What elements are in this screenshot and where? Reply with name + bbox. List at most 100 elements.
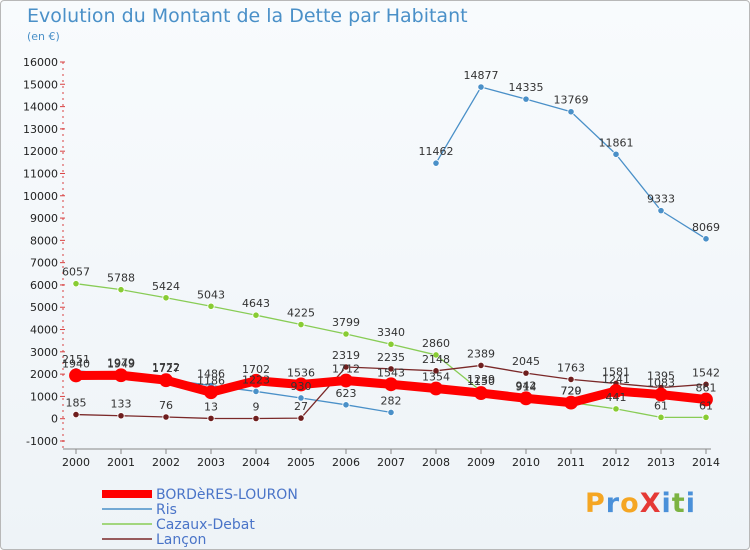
x-tick-label: 2011 (557, 456, 585, 469)
y-tick-label: 11000 (23, 167, 58, 180)
data-label-ris: 282 (381, 394, 402, 407)
data-label-ris: 8069 (692, 221, 720, 234)
data-label-bord-res-louron: 1712 (332, 363, 360, 376)
data-point-ris (657, 207, 665, 215)
data-point-lan-on (162, 413, 170, 421)
data-label-ris: 1223 (242, 373, 270, 386)
x-tick-label: 2002 (152, 456, 180, 469)
y-tick-label: 5000 (30, 301, 58, 314)
data-label-lan-on: 76 (159, 399, 173, 412)
data-label-cazaux-debat: 441 (606, 391, 627, 404)
data-label-bord-res-louron: 1354 (422, 371, 450, 384)
data-point-bord-res-louron (384, 377, 398, 392)
data-point-lan-on (702, 380, 710, 388)
data-label-cazaux-debat: 4225 (287, 307, 315, 320)
data-label-cazaux-debat: 61 (654, 399, 668, 412)
data-label-cazaux-debat: 2860 (422, 337, 450, 350)
data-label-bord-res-louron: 1949 (107, 357, 135, 370)
x-tick-label: 2013 (647, 456, 675, 469)
y-tick-label: 3000 (30, 346, 58, 359)
y-tick-label: 4000 (30, 324, 58, 337)
data-point-cazaux-debat (207, 302, 215, 310)
x-tick-label: 2009 (467, 456, 495, 469)
data-label-ris: 2151 (62, 353, 90, 366)
chart-series (69, 83, 713, 423)
data-point-cazaux-debat (117, 286, 125, 294)
data-point-lan-on (117, 412, 125, 420)
data-point-cazaux-debat (162, 294, 170, 302)
data-point-lan-on (567, 375, 575, 384)
data-label-lan-on: 185 (66, 397, 87, 410)
data-label-ris: 930 (291, 380, 312, 393)
data-label-lan-on: 27 (294, 400, 308, 413)
data-point-cazaux-debat (72, 280, 80, 288)
logo-letter: i (685, 488, 696, 519)
data-label-bord-res-louron: 861 (696, 382, 717, 395)
data-point-cazaux-debat (612, 405, 620, 413)
x-tick-label: 2000 (62, 456, 90, 469)
data-label-cazaux-debat: 4643 (242, 297, 270, 310)
data-label-lan-on: 9 (253, 401, 260, 414)
data-label-cazaux-debat: 5043 (197, 288, 225, 301)
data-point-cazaux-debat (702, 413, 710, 421)
y-tick-label: 13000 (23, 123, 58, 136)
data-point-bord-res-louron (654, 387, 668, 402)
data-point-cazaux-debat (657, 413, 665, 421)
x-tick-label: 2005 (287, 456, 315, 469)
data-point-lan-on (252, 414, 260, 423)
data-point-bord-res-louron (339, 373, 353, 388)
data-label-cazaux-debat: 5788 (107, 272, 135, 285)
y-tick-label: 8000 (30, 234, 58, 247)
data-point-ris (297, 394, 305, 402)
logo-letter: X (639, 488, 662, 519)
y-tick-label: 1000 (30, 390, 58, 403)
y-tick-label: -1000 (26, 435, 58, 448)
x-tick-label: 2010 (512, 456, 540, 469)
data-label-ris: 1486 (197, 368, 225, 381)
data-label-bord-res-louron: 1083 (647, 377, 675, 390)
data-point-bord-res-louron (249, 373, 263, 388)
x-tick-label: 2014 (692, 456, 720, 469)
chart-axes: -1000 0 1000 2000 3000 4000 5000 6000 7000 8000 90… (23, 56, 720, 469)
data-label-lan-on: 1542 (692, 366, 720, 379)
data-label-cazaux-debat: 3340 (377, 326, 405, 339)
y-tick-label: 16000 (23, 56, 58, 69)
data-label-ris: 9333 (647, 193, 675, 206)
data-label-lan-on: 2235 (377, 351, 405, 364)
data-label-bord-res-louron: 1186 (197, 374, 225, 387)
logo-letter: o (620, 488, 640, 519)
data-point-ris (387, 408, 395, 417)
y-tick-label: 10000 (23, 190, 58, 203)
data-label-cazaux-debat: 942 (516, 380, 537, 393)
data-label-lan-on: 133 (111, 398, 132, 411)
data-label-ris: 14335 (509, 81, 544, 94)
data-label-lan-on: 13 (204, 400, 218, 413)
data-label-cazaux-debat: 61 (699, 399, 713, 412)
series-bord-res-louron (69, 368, 713, 410)
data-point-ris (702, 235, 710, 243)
logo-letter: t (671, 488, 686, 519)
data-label-ris: 623 (336, 387, 357, 400)
data-point-cazaux-debat (387, 340, 395, 348)
data-point-ris (342, 401, 350, 409)
data-label-lan-on: 2148 (422, 353, 450, 366)
data-label-ris: 11462 (419, 145, 454, 158)
data-point-bord-res-louron (429, 381, 443, 396)
data-label-lan-on: 2389 (467, 347, 495, 360)
data-point-ris (252, 387, 260, 396)
data-label-bord-res-louron: 1150 (467, 375, 495, 388)
data-label-cazaux-debat: 729 (561, 384, 582, 397)
legend-label-cazaux-debat: Cazaux-Debat (156, 517, 255, 533)
x-tick-label: 2004 (242, 456, 270, 469)
data-label-lan-on: 1581 (602, 365, 630, 378)
data-label-cazaux-debat: 1239 (467, 373, 495, 386)
data-point-bord-res-louron (204, 385, 218, 400)
data-point-cazaux-debat (297, 320, 305, 329)
data-point-bord-res-louron (114, 368, 128, 383)
data-point-bord-res-louron (609, 384, 623, 398)
data-point-cazaux-debat (252, 311, 260, 319)
y-tick-label: 9000 (30, 212, 58, 225)
logo-letter: i (661, 488, 672, 519)
data-label-bord-res-louron: 914 (516, 380, 537, 393)
legend-label-ris: Ris (156, 502, 177, 518)
